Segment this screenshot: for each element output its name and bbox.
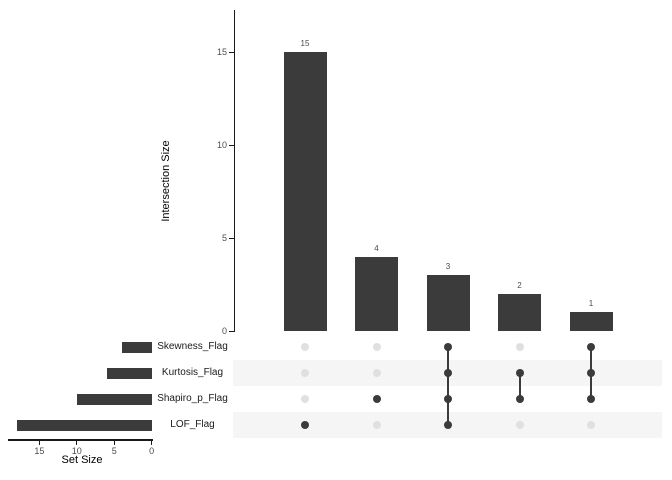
- matrix-dot-active: [372, 395, 381, 403]
- set-size-bar: [106, 367, 152, 379]
- matrix-dot-active: [444, 395, 452, 403]
- intersection-bar: [283, 52, 327, 331]
- matrix-dot-inactive: [301, 343, 309, 351]
- matrix-dot-inactive: [301, 395, 309, 403]
- intersection-y-axis-line: [233, 10, 235, 332]
- set-size-x-axis-line: [8, 439, 153, 441]
- set-size-bar: [16, 419, 152, 431]
- matrix-dot-active: [301, 421, 309, 429]
- intersection-bar: [569, 312, 613, 331]
- intersection-bar: [355, 256, 398, 331]
- matrix-dot-active: [444, 343, 452, 351]
- set-size-tick-mark: [151, 440, 153, 445]
- intersection-count-label: 15: [300, 39, 310, 48]
- set-label-shapiro_p_flag: Shapiro_p_Flag: [157, 393, 228, 404]
- set-size-tick-label: 0: [149, 445, 155, 456]
- intersection-tick-mark: [229, 144, 234, 146]
- intersection-tick-mark: [229, 51, 234, 53]
- set-size-tick-mark: [113, 440, 115, 445]
- set-label-lof_flag: LOF_Flag: [170, 419, 215, 430]
- matrix-dot-inactive: [372, 421, 381, 429]
- intersection-bar: [426, 275, 470, 331]
- set-label-kurtosis_flag: Kurtosis_Flag: [161, 367, 224, 378]
- intersection-count-label: 1: [588, 299, 594, 309]
- set-size-axis-title: Set Size: [61, 454, 103, 466]
- matrix-dot-inactive: [301, 369, 309, 377]
- matrix-dot-active: [587, 369, 595, 377]
- set-size-bar: [76, 393, 152, 405]
- set-size-tick-label: 15: [34, 445, 45, 456]
- intersection-tick-mark: [229, 330, 234, 332]
- intersection-count-label: 4: [374, 243, 379, 253]
- intersection-tick-label: 5: [221, 233, 227, 243]
- matrix-dot-active: [587, 395, 595, 403]
- intersection-count-label: 2: [517, 280, 522, 290]
- matrix-dot-inactive: [587, 421, 595, 429]
- matrix-dot-inactive: [372, 369, 381, 377]
- set-size-bar: [121, 341, 152, 353]
- intersection-tick-label: 15: [216, 47, 227, 57]
- set-size-tick-label: 5: [111, 445, 117, 456]
- intersection-count-label: 3: [445, 262, 451, 272]
- matrix-dot-active: [515, 395, 524, 403]
- set-label-skewness_flag: Skewness_Flag: [157, 341, 228, 352]
- intersection-axis-title: Intersection Size: [160, 140, 172, 222]
- matrix-dot-active: [444, 369, 452, 377]
- matrix-dot-active: [587, 343, 595, 351]
- intersection-tick-label: 10: [216, 140, 227, 150]
- intersection-tick-label: 0: [221, 326, 227, 336]
- matrix-connector-line: [518, 373, 521, 399]
- set-size-tick-label: 10: [71, 445, 82, 456]
- intersection-bar: [498, 293, 541, 331]
- matrix-dot-inactive: [372, 343, 381, 351]
- matrix-dot-inactive: [515, 421, 524, 429]
- matrix-dot-active: [444, 421, 452, 429]
- intersection-tick-mark: [229, 237, 234, 239]
- matrix-dot-inactive: [515, 343, 524, 351]
- matrix-connector-line: [447, 347, 449, 425]
- set-size-tick-mark: [76, 440, 78, 445]
- matrix-dot-active: [515, 369, 524, 377]
- set-size-tick-mark: [38, 440, 40, 445]
